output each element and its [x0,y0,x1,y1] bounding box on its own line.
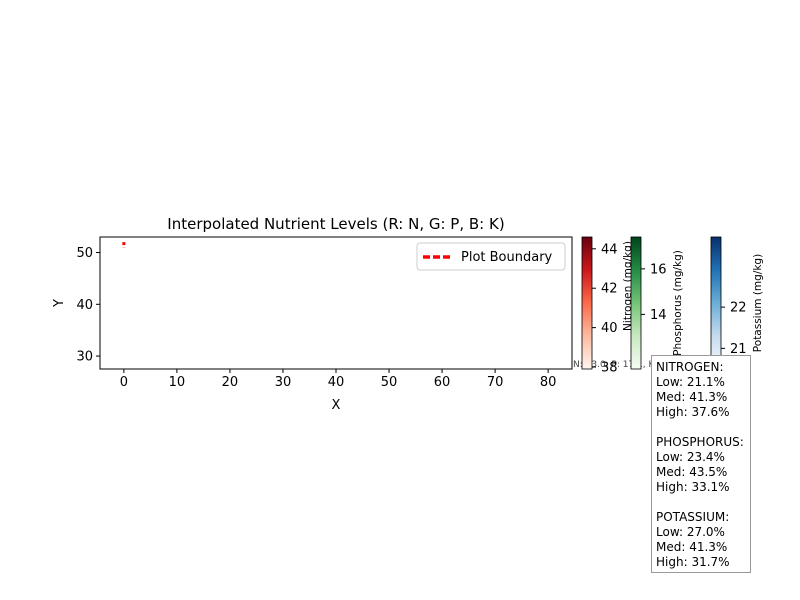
nutrient-stats-box: NITROGEN: Low: 21.1% Med: 41.3% High: 37.6%… [651,355,751,573]
colorbar-nitrogen-bar [581,236,593,370]
x-tick-label: 30 [275,375,292,390]
colorbar-tick-label: 44 [601,242,618,257]
colorbar-potassium: 21 22 Potassium (mg/kg) [710,236,764,370]
stats-line: POTASSIUM: [656,510,730,524]
stats-line: High: 37.6% [656,405,730,419]
stats-line: Low: 27.0% [656,525,725,539]
colorbar-phosphorus-label: Phosphorus (mg/kg) [672,250,684,356]
chart-title: Interpolated Nutrient Levels (R: N, G: P… [167,215,504,233]
stats-line: Low: 23.4% [656,450,725,464]
colorbar-tick-label: 38 [601,361,618,376]
x-tick-label: 70 [487,375,504,390]
colorbar-potassium-bar [710,236,722,370]
stats-line: High: 31.7% [656,555,730,569]
x-tick-label: 60 [434,375,451,390]
stats-spacer [656,420,746,435]
stats-line: Low: 21.1% [656,375,725,389]
colorbar-phosphorus-bar [630,236,642,370]
colorbar-phosphorus-ticks: 14 16 [641,262,667,323]
y-axis-ticks: 30 40 50 [76,246,100,365]
colorbar-tick-label: 16 [650,262,667,277]
stats-line: Med: 43.5% [656,465,728,479]
x-axis-label: X [332,398,341,413]
stats-line: Med: 41.3% [656,390,728,404]
x-axis-ticks: 0 10 20 30 40 50 60 70 80 [120,369,557,390]
colorbar-tick-label: 21 [730,342,747,357]
stats-line: NITROGEN: [656,360,724,374]
colorbar-potassium-label: Potassium (mg/kg) [752,254,764,352]
colorbar-nitrogen-ticks: 38 40 42 44 [592,242,618,376]
colorbar-tick-label: 42 [601,282,618,297]
value-annotation: N: 43.0, P: 17.1, K: 21.0 [573,360,681,370]
x-tick-label: 80 [540,375,557,390]
legend: Plot Boundary [416,242,566,271]
colorbar-tick-label: 14 [650,308,667,323]
stats-line: Med: 41.3% [656,540,728,554]
y-tick-label: 30 [76,350,93,365]
y-tick-label: 50 [76,246,93,261]
colorbar-phosphorus: 14 16 Phosphorus (mg/kg) [630,236,684,370]
stats-line: High: 33.1% [656,480,730,494]
x-tick-label: 10 [169,375,186,390]
legend-box [416,242,566,271]
colorbar-tick-label: 22 [730,301,747,316]
x-tick-label: 20 [222,375,239,390]
y-tick-label: 40 [76,298,93,313]
stats-line: PHOSPHORUS: [656,435,744,449]
colorbar-tick-label: 40 [601,321,618,336]
colorbar-potassium-ticks: 21 22 [721,301,747,357]
y-axis-label: Y [52,299,67,308]
stats-spacer [656,495,746,510]
x-tick-label: 50 [381,375,398,390]
legend-label: Plot Boundary [461,250,553,265]
x-tick-label: 40 [328,375,345,390]
x-tick-label: 0 [120,375,128,390]
